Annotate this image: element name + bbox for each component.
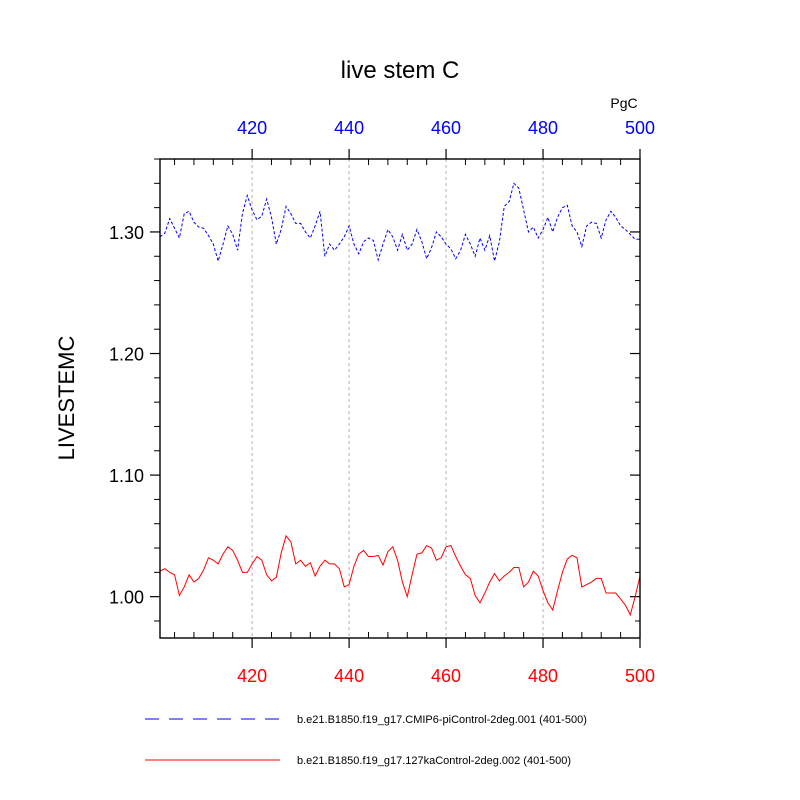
legend-label-2: b.e21.B1850.f19_g17.127kaControl-2deg.00…	[297, 755, 571, 767]
y-axis-label: LIVESTEMC	[54, 336, 79, 461]
x-tick-label-top: 480	[528, 118, 558, 138]
x-tick-label-top: 460	[431, 118, 461, 138]
tick-labels: 1.00 1.10 1.20 1.30 420 420 440 440 460 460 480 480…	[109, 118, 655, 686]
x-tick-label-bottom: 480	[528, 666, 558, 686]
grid-lines	[251, 159, 544, 638]
legend-label-1: b.e21.B1850.f19_g17.CMIP6-piControl-2deg…	[297, 714, 587, 726]
y-tick-label: 1.00	[109, 588, 144, 608]
x-tick-label-bottom: 500	[625, 666, 655, 686]
x-tick-label-bottom: 420	[237, 666, 267, 686]
y-tick-label: 1.30	[109, 223, 144, 243]
x-tick-label-bottom: 460	[431, 666, 461, 686]
x-tick-label-bottom: 440	[334, 666, 364, 686]
x-tick-label-top: 420	[237, 118, 267, 138]
legend: b.e21.B1850.f19_g17.CMIP6-piControl-2deg…	[145, 714, 587, 767]
series-line-1	[159, 182, 640, 263]
y-tick-label: 1.10	[109, 466, 144, 486]
x-tick-label-top: 440	[334, 118, 364, 138]
plot-frame	[159, 158, 641, 639]
axis-ticks	[150, 149, 641, 648]
x-tick-label-top: 500	[625, 118, 655, 138]
y-tick-label: 1.20	[109, 345, 144, 365]
chart-title: live stem C	[341, 57, 460, 84]
series-line-2	[159, 534, 641, 617]
units-label: PgC	[610, 95, 637, 111]
series-lines	[159, 182, 641, 617]
